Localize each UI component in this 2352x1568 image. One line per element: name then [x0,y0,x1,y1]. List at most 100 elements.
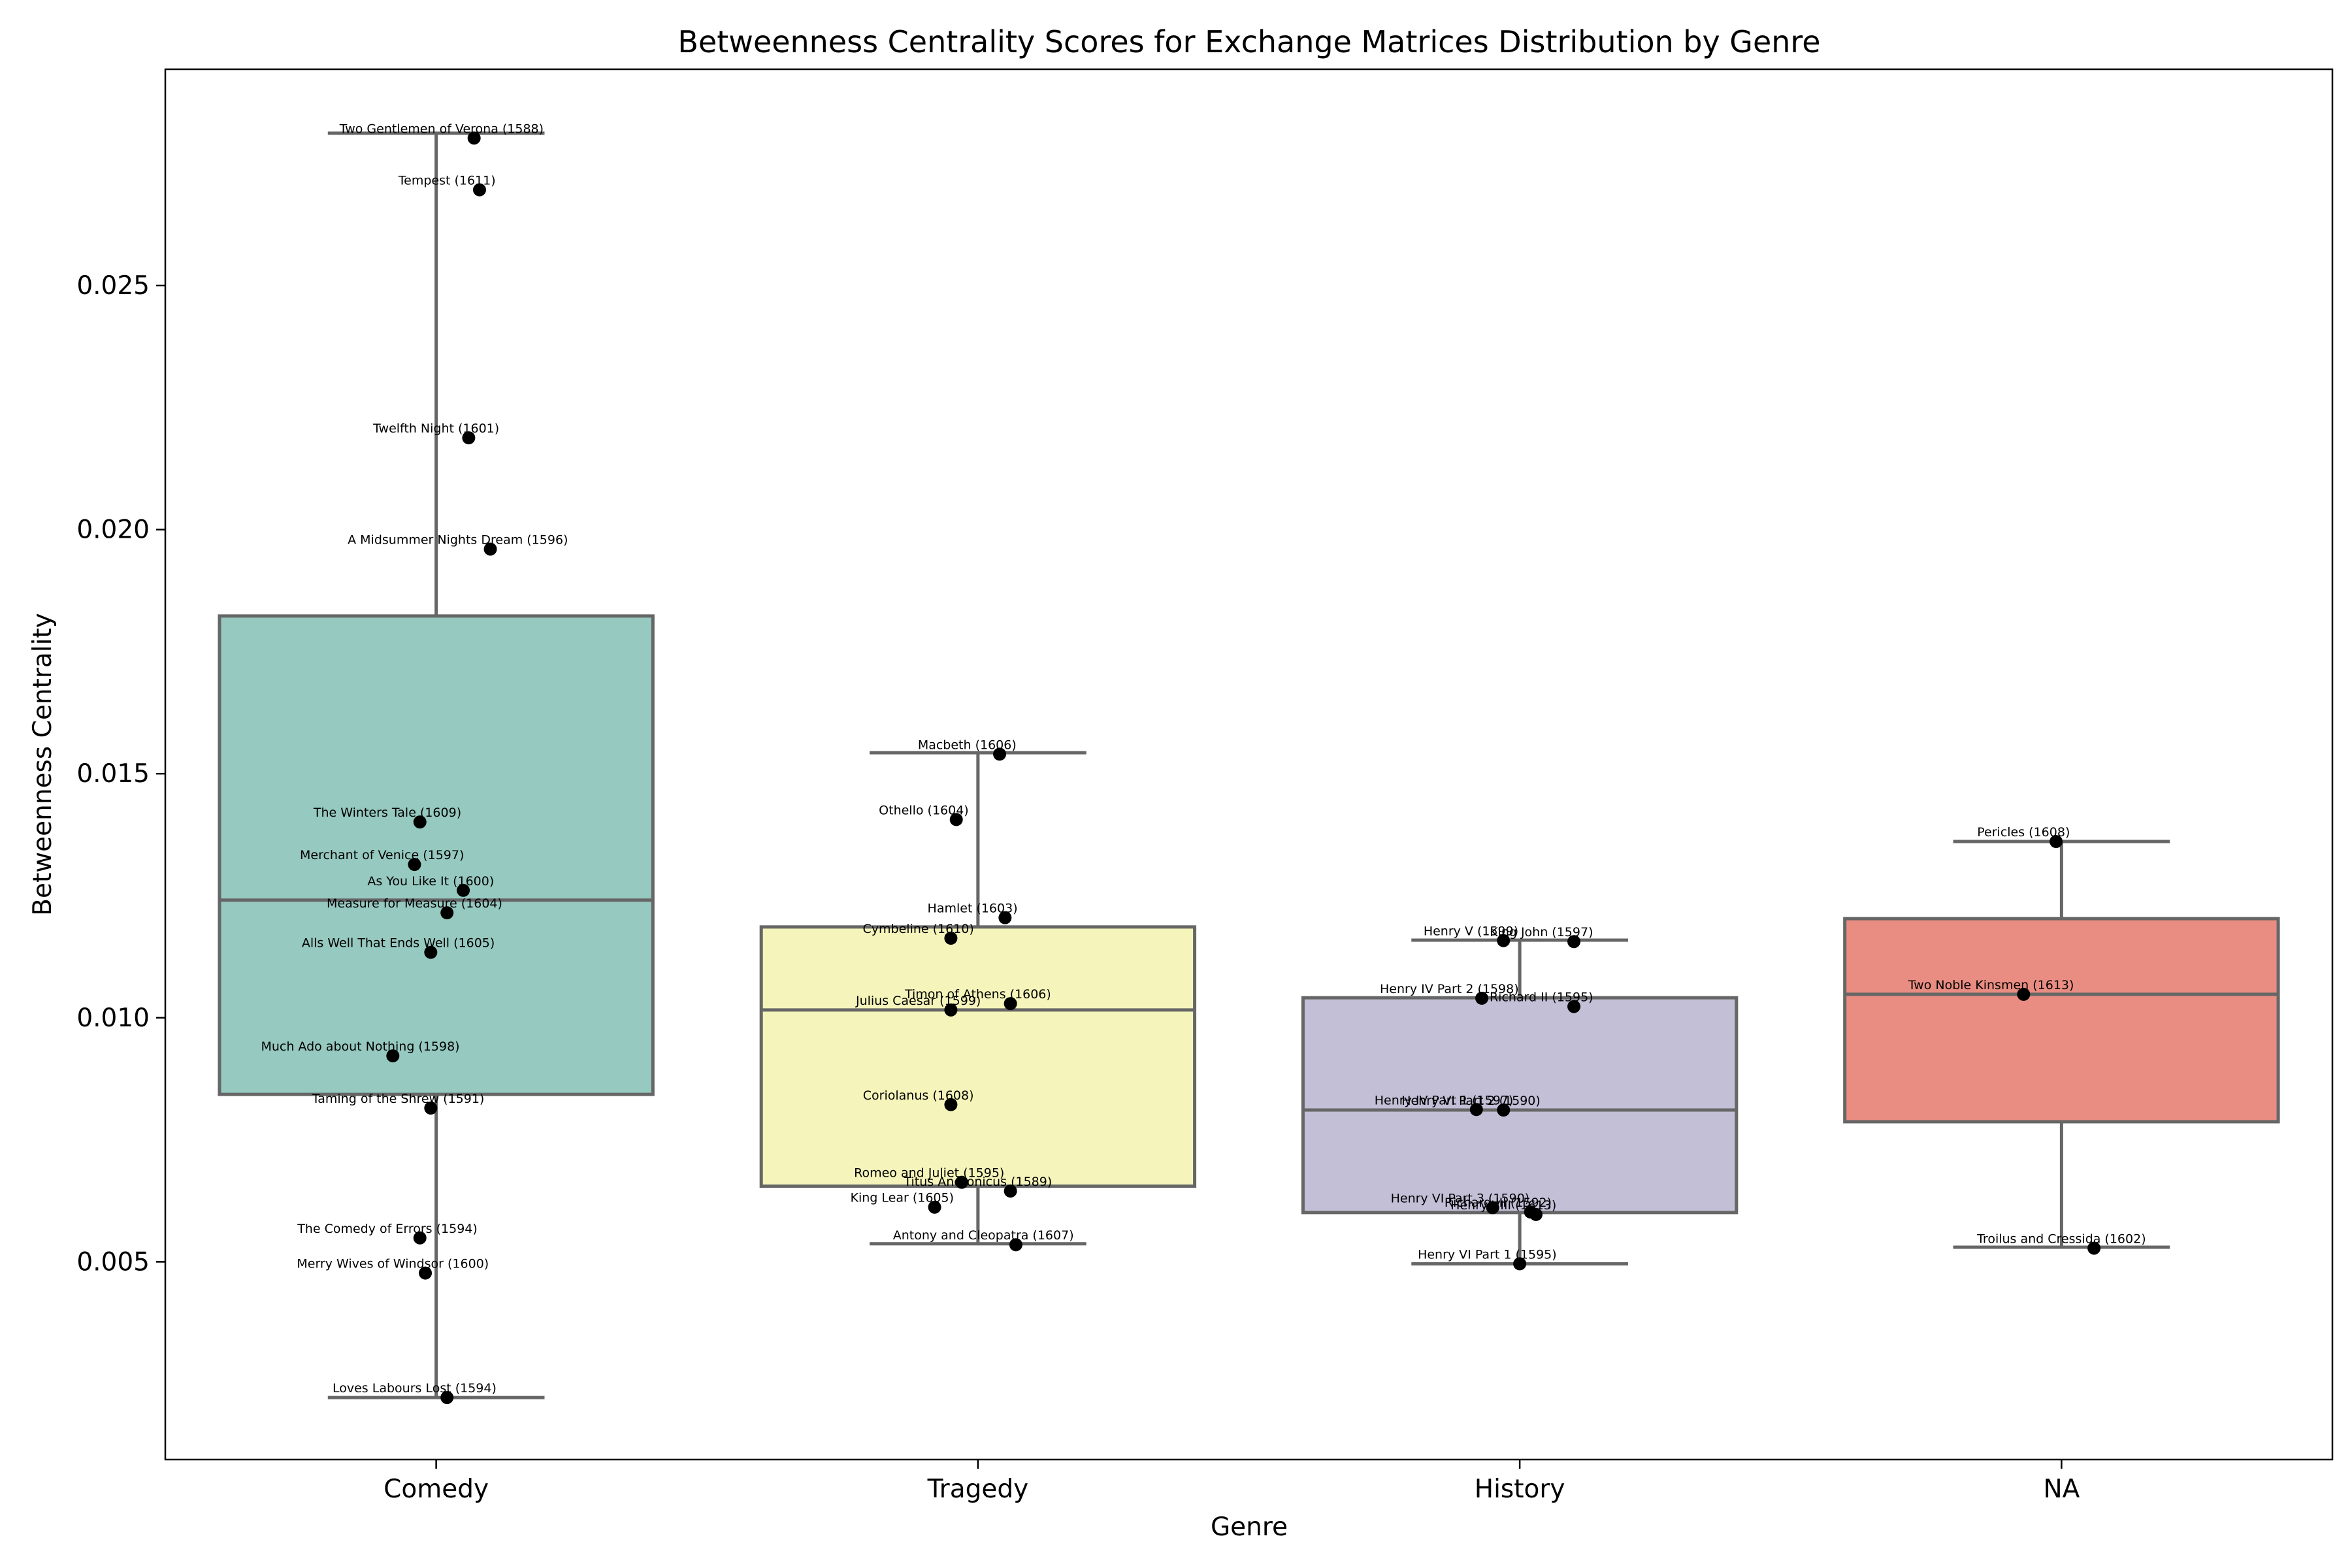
data-point [1009,1238,1022,1252]
x-tick-label: History [1475,1475,1565,1504]
point-label: Timon of Athens (1606) [904,987,1051,1002]
point-label: Merry Wives of Windsor (1600) [297,1257,489,1271]
point-label: Cymbeline (1610) [863,922,974,936]
data-point [457,883,470,897]
data-point [998,911,1012,924]
data-point [2087,1241,2101,1255]
point-label: Richard II (1595) [1490,990,1593,1005]
point-label: Taming of the Shrew (1591) [312,1092,485,1106]
point-label: Merchant of Venice (1597) [300,848,464,862]
data-point [1567,1000,1581,1013]
data-point [424,945,438,959]
data-point [1497,934,1511,947]
point-label: Tempest (1611) [398,174,496,188]
y-tick-label: 0.015 [76,759,150,789]
data-point [467,131,481,145]
point-label: Richard III (1592) [1445,1196,1552,1210]
data-point [1567,935,1581,949]
y-tick-label: 0.025 [76,271,150,301]
data-point [955,1175,968,1189]
plot-area: Two Gentlemen of Verona (1588) Tempest (1… [218,122,2280,1405]
point-label: Alls Well That Ends Well (1605) [302,936,495,951]
data-point [1529,1207,1543,1221]
point-label: Henry IV Part 1 (1597) [1375,1093,1514,1107]
point-label: Twelfth Night (1601) [372,421,499,436]
data-point [419,1266,433,1280]
box-na [1843,840,2280,1249]
point-label: Measure for Measure (1604) [327,896,502,911]
x-tick-label: NA [2043,1475,2080,1504]
data-point [462,431,476,445]
data-point [993,747,1007,761]
point-label: Henry VI Part 1 (1595) [1418,1247,1557,1262]
data-point [1497,1103,1511,1117]
point-label: Pericles (1608) [1977,825,2070,840]
x-tick-label: Comedy [384,1475,489,1504]
iqr-box [759,925,1197,1188]
box-tragedy [759,751,1197,1246]
point-label: Henry V (1599) [1424,924,1518,939]
data-point [1513,1257,1527,1271]
point-label: As You Like It (1600) [367,874,494,889]
point-label: The Winters Tale (1609) [313,806,461,820]
point-label: Titus Andronicus (1589) [903,1175,1052,1189]
point-label: Henry VI Part 2 (1590) [1401,1094,1541,1108]
data-point [483,542,497,556]
point-label: Loves Labours Lost (1594) [333,1381,497,1396]
box-comedy [218,131,655,1399]
point-label: King John (1597) [1490,925,1593,939]
point-label: King Lear (1605) [851,1191,955,1205]
point-label: Henry VIII (1613) [1450,1198,1556,1213]
data-point [440,906,454,920]
point-label: Henry IV Part 2 (1598) [1380,982,1519,996]
data-point [2017,987,2031,1001]
point-label: Antony and Cleopatra (1607) [893,1228,1074,1243]
data-point [472,183,486,197]
point-label: Othello (1604) [879,803,969,817]
chart-title: Betweenness Centrality Scores for Exchan… [678,24,1820,59]
iqr-box [218,614,655,1096]
data-point [440,1391,454,1405]
data-point [944,1003,958,1017]
point-label: Romeo and Juliet (1595) [854,1166,1004,1181]
data-point [408,858,421,872]
data-point [1469,1103,1483,1117]
point-label: A Midsummer Nights Dream (1596) [348,532,568,547]
point-label: Julius Caesar (1599) [855,994,981,1008]
y-axis: 0.005 0.010 0.015 0.020 0.025 [76,271,165,1277]
x-axis: Comedy Tragedy History NA [384,1460,2080,1504]
data-point [928,1200,941,1214]
data-point [2050,835,2063,849]
point-label: Much Ado about Nothing (1598) [261,1039,459,1054]
axes-frame [164,68,2334,1461]
data-point [1004,1184,1017,1198]
data-point [1475,991,1489,1005]
y-tick-label: 0.020 [76,515,150,545]
y-tick-label: 0.005 [76,1247,150,1277]
point-label: Henry VI Part 3 (1590) [1391,1191,1530,1205]
point-label: The Comedy of Errors (1594) [297,1222,478,1236]
point-label: Hamlet (1603) [928,902,1018,916]
data-point [944,932,958,945]
box-history [1301,938,1739,1266]
data-point [1486,1201,1499,1215]
point-label: Two Gentlemen of Verona (1588) [339,122,544,136]
point-label: Coriolanus (1608) [863,1088,974,1103]
iqr-box [1843,917,2280,1124]
x-axis-label: Genre [1211,1512,1288,1542]
data-point [944,1098,958,1111]
data-point [1004,997,1017,1011]
data-point [949,813,963,826]
data-point [386,1049,400,1063]
point-label: Troilus and Cressida (1602) [1976,1232,2146,1246]
point-label: Macbeth (1606) [918,738,1017,752]
y-axis-label: Betweenness Centrality [28,613,57,916]
data-point [424,1102,438,1115]
point-label: Two Noble Kinsmen (1613) [1908,978,2074,992]
iqr-box [1301,996,1739,1215]
y-tick-label: 0.010 [76,1004,150,1033]
data-point [413,815,427,829]
data-point [413,1231,427,1245]
